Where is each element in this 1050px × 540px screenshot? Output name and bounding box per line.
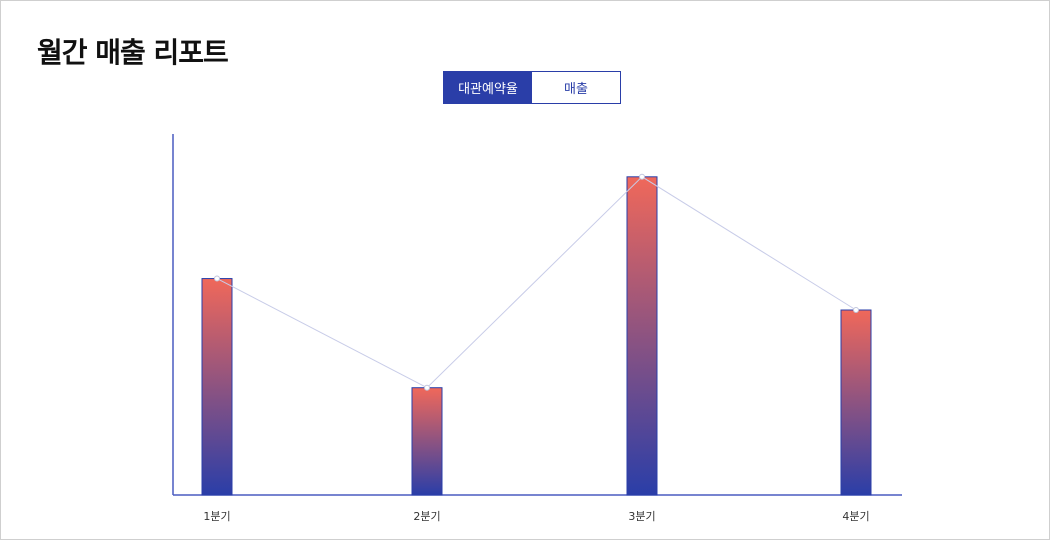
bar-1 <box>201 278 233 496</box>
data-point-4 <box>853 307 859 313</box>
data-point-1 <box>214 275 220 282</box>
data-point-2 <box>424 384 430 391</box>
bar-2 <box>411 387 443 496</box>
bar-4 <box>840 309 872 496</box>
tab-booking-rate[interactable]: 대관예약율 <box>444 72 532 103</box>
x-tick-label: 3분기 <box>628 510 655 523</box>
x-tick-label: 2분기 <box>413 510 440 523</box>
page-title: 월간 매출 리포트 <box>37 36 229 69</box>
x-tick-label: 4분기 <box>842 510 869 523</box>
data-point-3 <box>639 173 645 180</box>
bar-3 <box>626 176 658 496</box>
tab-sales[interactable]: 매출 <box>532 72 620 103</box>
x-tick-label: 1분기 <box>203 510 230 523</box>
trend-line <box>216 176 857 389</box>
tab-group: 대관예약율 매출 <box>443 71 621 104</box>
